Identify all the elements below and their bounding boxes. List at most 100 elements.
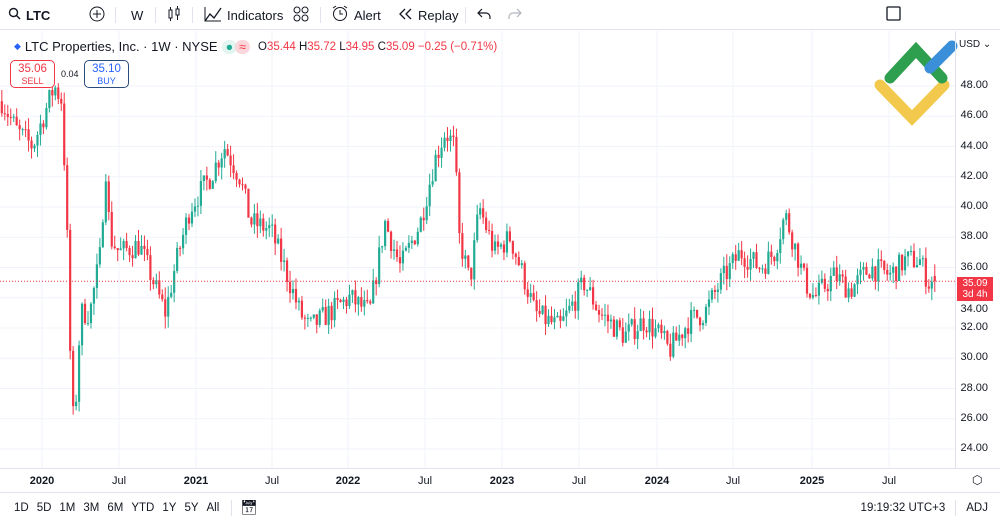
candle-body bbox=[446, 137, 449, 142]
time-axis[interactable]: 2020 Jul 2021 Jul 2022 Jul 2023 Jul 2024 Jul 2025 J… bbox=[0, 468, 1000, 492]
plus-circle-icon bbox=[89, 6, 105, 25]
indicators-button[interactable]: Indicators bbox=[204, 0, 283, 30]
candle-body bbox=[30, 140, 33, 149]
candle-body bbox=[490, 231, 494, 251]
candle-body bbox=[764, 268, 767, 274]
alert-button[interactable]: Alert bbox=[332, 0, 381, 30]
candle-body bbox=[449, 135, 452, 142]
candle-body bbox=[499, 244, 503, 247]
candle-body bbox=[190, 211, 194, 224]
range-1y[interactable]: 1Y bbox=[162, 501, 177, 514]
replay-button[interactable]: Replay bbox=[398, 0, 458, 30]
candle-body bbox=[473, 240, 476, 280]
price-tick: 38.00 bbox=[960, 230, 988, 243]
candle-body bbox=[562, 316, 565, 321]
symbol-diamond-icon: ◆ bbox=[14, 41, 21, 51]
range-3m[interactable]: 3M bbox=[83, 501, 100, 514]
candle-body bbox=[342, 299, 345, 303]
range-5d[interactable]: 5D bbox=[36, 501, 52, 514]
candle-body bbox=[69, 229, 72, 351]
bottom-toolbar: 1D 5D 1M 3M 6M YTD 1Y 5Y All 📅︎ 19:19:32 UTC+3 A… bbox=[0, 492, 1000, 522]
goto-date-icon[interactable]: 📅︎ bbox=[240, 499, 259, 515]
candle-body bbox=[544, 305, 547, 325]
time-tick: Jul bbox=[881, 475, 897, 487]
candle-body bbox=[428, 184, 431, 207]
candle-body bbox=[743, 258, 746, 267]
candle-body bbox=[208, 179, 211, 189]
candle-body bbox=[378, 247, 381, 285]
candle-body bbox=[493, 241, 497, 251]
candle-body bbox=[339, 299, 342, 303]
candle-body bbox=[75, 401, 78, 407]
candle-body bbox=[553, 317, 556, 323]
range-1m[interactable]: 1M bbox=[59, 501, 76, 514]
price-axis[interactable]: USD ⌄ 48.00 46.00 44.00 42.00 40.00 38.00 36.0… bbox=[955, 31, 1000, 468]
candle-body bbox=[357, 297, 360, 305]
candle-body bbox=[606, 314, 610, 322]
candle-body bbox=[184, 217, 188, 235]
candle-body bbox=[883, 260, 886, 270]
candle-body bbox=[122, 241, 125, 249]
price-tick: 36.00 bbox=[960, 260, 988, 273]
candle-body bbox=[615, 320, 618, 337]
candle-body bbox=[410, 240, 413, 243]
range-ytd[interactable]: YTD bbox=[131, 501, 155, 514]
candle-body bbox=[220, 158, 223, 168]
candle-body bbox=[746, 266, 749, 270]
candle-body bbox=[0, 101, 3, 114]
range-1d[interactable]: 1D bbox=[14, 501, 29, 514]
range-6m[interactable]: 6M bbox=[107, 501, 124, 514]
candle-body bbox=[903, 256, 907, 271]
interval-button[interactable]: W bbox=[131, 0, 143, 30]
candle-body bbox=[33, 145, 36, 149]
candle-body bbox=[690, 310, 693, 334]
symbol-search-button[interactable]: LTC bbox=[8, 0, 50, 30]
candle-body bbox=[805, 267, 809, 294]
chart-type-button[interactable] bbox=[167, 0, 181, 30]
candle-body bbox=[770, 251, 773, 257]
indicators-icon bbox=[204, 6, 222, 25]
candle-body bbox=[66, 165, 69, 230]
range-5y[interactable]: 5Y bbox=[184, 501, 199, 514]
candle-body bbox=[291, 289, 295, 294]
candle-body bbox=[211, 181, 214, 189]
candle-body bbox=[675, 332, 678, 341]
candle-body bbox=[856, 275, 859, 285]
buy-button[interactable]: 35.10 BUY bbox=[84, 60, 129, 88]
candle-body bbox=[898, 254, 901, 281]
range-all[interactable]: All bbox=[206, 501, 220, 514]
candle-body bbox=[294, 289, 298, 303]
candle-body bbox=[404, 247, 408, 251]
price-chart[interactable] bbox=[0, 31, 955, 468]
templates-button[interactable] bbox=[293, 0, 309, 30]
candle-body bbox=[125, 241, 128, 249]
candle-body bbox=[280, 238, 283, 262]
candle-body bbox=[45, 108, 48, 128]
candle-body bbox=[865, 266, 868, 275]
currency-selector[interactable]: USD ⌄ bbox=[959, 39, 992, 50]
compare-button[interactable] bbox=[89, 0, 105, 30]
candle-body bbox=[722, 265, 725, 274]
candle-body bbox=[511, 241, 514, 254]
settings-icon[interactable]: ⬡ bbox=[972, 473, 983, 487]
candle-body bbox=[327, 305, 330, 325]
candle-body bbox=[838, 274, 841, 281]
redo-button[interactable] bbox=[508, 0, 522, 30]
candle-body bbox=[229, 155, 232, 166]
candle-body bbox=[776, 253, 779, 262]
time-tick: Jul bbox=[264, 475, 280, 487]
candle-body bbox=[443, 137, 446, 148]
undo-button[interactable] bbox=[477, 0, 491, 30]
candle-body bbox=[202, 175, 205, 182]
candle-body bbox=[892, 266, 895, 273]
replay-label: Replay bbox=[418, 7, 459, 23]
fullscreen-button[interactable] bbox=[886, 0, 901, 30]
legend-title: LTC Properties, Inc. · 1W · NYSE bbox=[24, 39, 218, 54]
candle-body bbox=[3, 113, 6, 115]
candle-body bbox=[841, 274, 844, 277]
candle-body bbox=[785, 213, 788, 220]
candle-body bbox=[482, 208, 485, 218]
adj-button[interactable]: ADJ bbox=[966, 501, 988, 514]
candle-body bbox=[348, 294, 351, 307]
sell-button[interactable]: 35.06 SELL bbox=[10, 60, 55, 88]
